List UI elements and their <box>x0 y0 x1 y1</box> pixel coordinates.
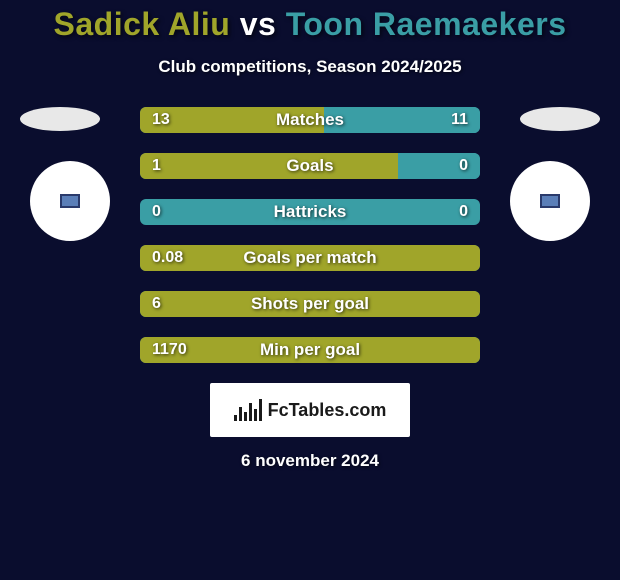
stat-label: Goals <box>140 153 480 179</box>
stat-label: Goals per match <box>140 245 480 271</box>
stat-row: Goals per match0.08 <box>0 245 620 271</box>
chart-area: Matches1311Goals10Hattricks00Goals per m… <box>0 107 620 363</box>
stat-value-right: 0 <box>459 153 468 179</box>
stat-label: Matches <box>140 107 480 133</box>
stat-row: Hattricks0 0 <box>0 199 620 225</box>
footer-logo: FcTables.com <box>210 383 410 437</box>
stat-label: Hattricks <box>140 199 480 225</box>
stat-row: Goals1 0 <box>0 153 620 179</box>
stat-value-left: 6 <box>152 291 161 317</box>
title-player1: Sadick Aliu <box>54 6 231 42</box>
stat-row: Shots per goal6 <box>0 291 620 317</box>
title-player2: Toon Raemaekers <box>286 6 567 42</box>
stat-value-left: 0 <box>152 199 161 225</box>
stat-rows: Matches1311Goals10Hattricks00Goals per m… <box>0 107 620 363</box>
stat-value-left: 13 <box>152 107 170 133</box>
stat-value-right: 0 <box>459 199 468 225</box>
footer-date: 6 november 2024 <box>0 451 620 471</box>
stat-row: Min per goal1170 <box>0 337 620 363</box>
subtitle: Club competitions, Season 2024/2025 <box>0 57 620 77</box>
chart-icon <box>234 399 262 421</box>
stat-value-right: 11 <box>451 107 468 133</box>
stat-value-left: 1 <box>152 153 161 179</box>
comparison-title: Sadick Aliu vs Toon Raemaekers <box>0 0 620 43</box>
title-vs: vs <box>240 6 277 42</box>
stat-value-left: 1170 <box>152 337 187 363</box>
stat-value-left: 0.08 <box>152 245 183 271</box>
footer-brand-text: FcTables.com <box>268 400 387 421</box>
stat-label: Min per goal <box>140 337 480 363</box>
stat-label: Shots per goal <box>140 291 480 317</box>
stat-row: Matches13 11 <box>0 107 620 133</box>
